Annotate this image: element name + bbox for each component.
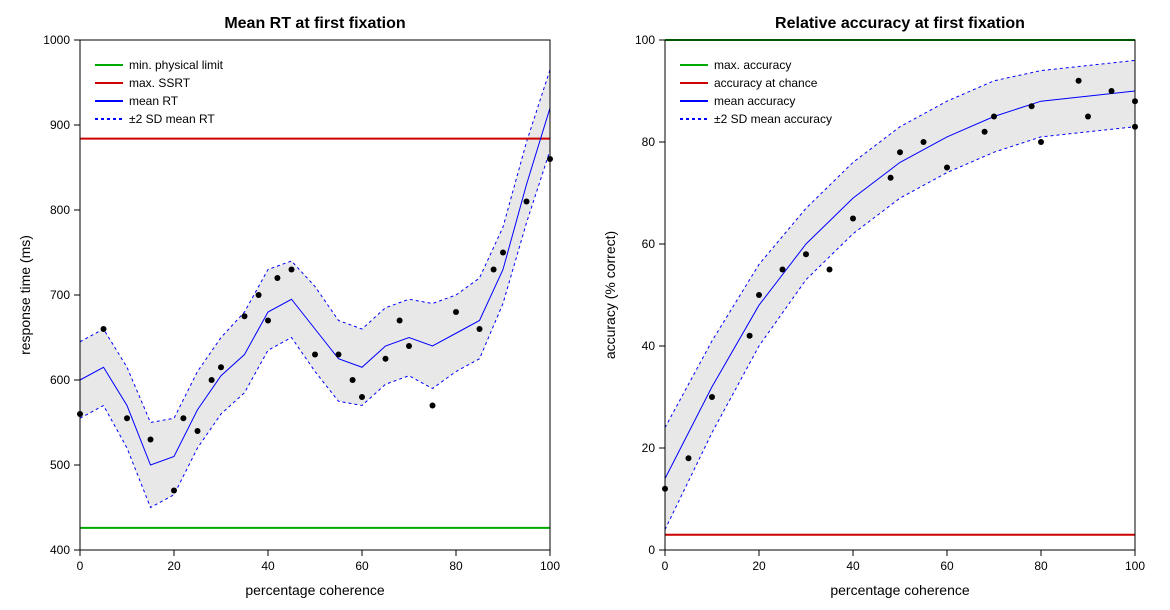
figure-container: 0204060801004005006007008009001000percen… bbox=[0, 0, 1170, 610]
y-tick-label: 800 bbox=[50, 203, 70, 217]
data-point bbox=[477, 326, 483, 332]
legend-label: mean RT bbox=[129, 94, 179, 108]
data-point bbox=[1109, 88, 1115, 94]
data-point bbox=[944, 165, 950, 171]
x-tick-label: 0 bbox=[662, 559, 669, 573]
data-point bbox=[406, 343, 412, 349]
chart-title: Mean RT at first fixation bbox=[224, 15, 405, 32]
data-point bbox=[803, 251, 809, 257]
data-point bbox=[209, 377, 215, 383]
data-point bbox=[383, 356, 389, 362]
data-point bbox=[747, 333, 753, 339]
y-tick-label: 600 bbox=[50, 373, 70, 387]
legend-label: ±2 SD mean RT bbox=[129, 112, 215, 126]
data-point bbox=[850, 216, 856, 222]
data-point bbox=[350, 377, 356, 383]
y-tick-label: 40 bbox=[642, 339, 656, 353]
legend-label: max. SSRT bbox=[129, 76, 191, 90]
left-panel: 0 20 40 60 80 100 400 500 600 700 800 900 1000 percen… bbox=[0, 0, 585, 610]
legend-label: max. accuracy bbox=[714, 58, 791, 72]
data-point bbox=[827, 267, 833, 273]
x-tick-label: 80 bbox=[1034, 559, 1048, 573]
data-point bbox=[101, 326, 107, 332]
x-tick-label: 40 bbox=[846, 559, 860, 573]
data-point bbox=[242, 313, 248, 319]
data-point bbox=[1029, 103, 1035, 109]
data-point bbox=[148, 437, 154, 443]
y-axis-label: accuracy (% correct) bbox=[602, 231, 618, 359]
x-axis-label: percentage coherence bbox=[830, 582, 970, 598]
y-tick-label: 80 bbox=[642, 135, 656, 149]
x-axis-label: percentage coherence bbox=[245, 582, 385, 598]
x-tick-label: 20 bbox=[752, 559, 766, 573]
data-point bbox=[218, 364, 224, 370]
x-tick-label: 60 bbox=[355, 559, 369, 573]
data-point bbox=[888, 175, 894, 181]
y-tick-label: 900 bbox=[50, 118, 70, 132]
data-point bbox=[500, 250, 506, 256]
data-point bbox=[921, 139, 927, 145]
y-tick-label: 60 bbox=[642, 237, 656, 251]
left-chart-svg: 0 20 40 60 80 100 400 500 600 700 800 900 1000 percen… bbox=[0, 0, 585, 610]
right-chart-svg: 0 20 40 60 80 100 0 20 40 60 80 100 percentage coher… bbox=[585, 0, 1170, 610]
data-point bbox=[1085, 114, 1091, 120]
y-tick-label: 0 bbox=[648, 543, 655, 557]
data-point bbox=[256, 292, 262, 298]
x-tick-label: 60 bbox=[940, 559, 954, 573]
data-point bbox=[686, 455, 692, 461]
right-panel: 0 20 40 60 80 100 0 20 40 60 80 100 percentage coher… bbox=[585, 0, 1170, 610]
y-tick-label: 100 bbox=[635, 33, 655, 47]
y-tick-label: 400 bbox=[50, 543, 70, 557]
data-point bbox=[1038, 139, 1044, 145]
legend-label: accuracy at chance bbox=[714, 76, 818, 90]
data-point bbox=[430, 403, 436, 409]
data-point bbox=[991, 114, 997, 120]
y-tick-label: 20 bbox=[642, 441, 656, 455]
data-point bbox=[171, 488, 177, 494]
data-point bbox=[780, 267, 786, 273]
data-point bbox=[124, 415, 130, 421]
legend-label: min. physical limit bbox=[129, 58, 224, 72]
x-tick-label: 40 bbox=[261, 559, 275, 573]
data-point bbox=[709, 394, 715, 400]
y-tick-label: 500 bbox=[50, 458, 70, 472]
legend-label: mean accuracy bbox=[714, 94, 795, 108]
data-point bbox=[982, 129, 988, 135]
data-point bbox=[265, 318, 271, 324]
data-point bbox=[359, 394, 365, 400]
y-tick-label: 700 bbox=[50, 288, 70, 302]
data-point bbox=[491, 267, 497, 273]
data-point bbox=[274, 275, 280, 281]
data-point bbox=[312, 352, 318, 358]
x-tick-label: 80 bbox=[449, 559, 463, 573]
data-point bbox=[1076, 78, 1082, 84]
x-tick-label: 0 bbox=[77, 559, 84, 573]
data-point bbox=[180, 415, 186, 421]
data-point bbox=[289, 267, 295, 273]
chart-title: Relative accuracy at first fixation bbox=[775, 15, 1025, 32]
data-point bbox=[195, 428, 201, 434]
y-tick-label: 1000 bbox=[43, 33, 70, 47]
data-point bbox=[756, 292, 762, 298]
x-tick-label: 100 bbox=[1125, 559, 1145, 573]
data-point bbox=[897, 149, 903, 155]
y-axis-label: response time (ms) bbox=[17, 235, 33, 355]
legend-label: ±2 SD mean accuracy bbox=[714, 112, 832, 126]
confidence-band bbox=[665, 60, 1135, 529]
data-point bbox=[453, 309, 459, 315]
x-tick-label: 100 bbox=[540, 559, 560, 573]
data-point bbox=[397, 318, 403, 324]
data-point bbox=[336, 352, 342, 358]
data-point bbox=[524, 199, 530, 205]
x-tick-label: 20 bbox=[167, 559, 181, 573]
